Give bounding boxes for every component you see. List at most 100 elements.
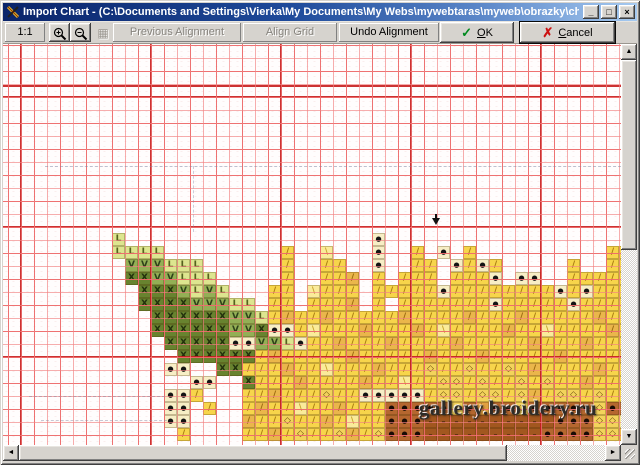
- minimize-button[interactable]: _: [583, 5, 599, 19]
- stitch-cell: L: [112, 233, 125, 246]
- stitch-cell: /: [463, 246, 476, 259]
- zoom-in-icon: [49, 27, 70, 41]
- stitch-cell: ●: [372, 389, 385, 402]
- stitch-cell: ●: [385, 428, 398, 441]
- stitch-cell: /: [255, 428, 268, 441]
- stitch-cell: /: [463, 298, 476, 311]
- stitch-cell: /: [346, 402, 359, 415]
- stitch-cell: X: [177, 324, 190, 337]
- stitch-cell: /: [489, 350, 502, 363]
- stitch-cell: /: [567, 350, 580, 363]
- stitch-cell: /: [593, 311, 606, 324]
- stitch-cell: X: [242, 350, 255, 363]
- stitch-cell: /: [528, 285, 541, 298]
- horizontal-scrollbar[interactable]: ◄ ►: [3, 445, 621, 461]
- stitch-cell: /: [242, 389, 255, 402]
- stitch-cell: /: [424, 324, 437, 337]
- stitch-cell: X: [255, 324, 268, 337]
- vertical-scroll-thumb[interactable]: [621, 60, 637, 250]
- stitch-cell: X: [151, 311, 164, 324]
- zoom-out-button[interactable]: [70, 23, 91, 42]
- stitch-cell: ◇: [463, 363, 476, 376]
- stitch-cell: /: [281, 363, 294, 376]
- stitch-cell: L: [177, 259, 190, 272]
- stitch-cell: /: [450, 350, 463, 363]
- stitch-cell: L: [112, 246, 125, 259]
- stitch-cell: X: [216, 350, 229, 363]
- stitch-cell: /: [463, 285, 476, 298]
- stitch-cell: ●: [177, 389, 190, 402]
- stitch-cell: ●: [398, 428, 411, 441]
- scale-1-1-button[interactable]: 1:1: [5, 23, 45, 42]
- ok-button[interactable]: ✓ OK: [440, 22, 514, 43]
- resize-grip[interactable]: [621, 445, 637, 461]
- maximize-button[interactable]: □: [601, 5, 617, 19]
- stitch-cell: /: [242, 363, 255, 376]
- stitch-cell: /: [320, 376, 333, 389]
- stitch-cell: ◇: [333, 428, 346, 441]
- horizontal-scroll-thumb[interactable]: [19, 445, 507, 461]
- chart-canvas[interactable]: L●LLLL/\●/●///VVVLLL///●//●/●////XXVVLLL…: [3, 44, 621, 445]
- stitch-cell: /: [528, 363, 541, 376]
- stitch-cell: X: [164, 285, 177, 298]
- stitch-cell: /: [593, 350, 606, 363]
- stitch-cell: /: [450, 324, 463, 337]
- stitch-cell: ◇: [606, 428, 619, 441]
- stitch-cell: /: [359, 324, 372, 337]
- stitch-cell: /: [385, 311, 398, 324]
- stitch-cell: ●: [294, 337, 307, 350]
- stitch-cell: /: [372, 324, 385, 337]
- stitch-cell: /: [463, 337, 476, 350]
- stitch-cell: /: [489, 285, 502, 298]
- stitch-cell: L: [242, 298, 255, 311]
- stitch-cell: V: [151, 272, 164, 285]
- cancel-button[interactable]: ✗ Cancel: [520, 22, 615, 43]
- stitch-cell: /: [424, 259, 437, 272]
- stitch-cell: ●: [177, 415, 190, 428]
- stitch-cell: /: [398, 311, 411, 324]
- stitch-cell: X: [229, 350, 242, 363]
- stitch-cell: /: [333, 298, 346, 311]
- titlebar[interactable]: Import Chart - (C:\Documents and Setting…: [3, 3, 637, 21]
- close-button[interactable]: ×: [619, 5, 635, 19]
- stitch-cell: /: [411, 337, 424, 350]
- stitch-cell: ●: [476, 259, 489, 272]
- stitch-cell: /: [541, 285, 554, 298]
- stitch-cell: /: [255, 402, 268, 415]
- stitch-cell: /: [359, 415, 372, 428]
- stitch-cell: X: [151, 298, 164, 311]
- stitch-cell: /: [476, 337, 489, 350]
- stitch-cell: /: [554, 350, 567, 363]
- stitch-cell: /: [385, 376, 398, 389]
- stitch-cell: V: [216, 298, 229, 311]
- stitch-cell: /: [554, 363, 567, 376]
- scroll-left-button[interactable]: ◄: [3, 445, 19, 461]
- stitch-cell: /: [268, 376, 281, 389]
- stitch-cell: /: [593, 285, 606, 298]
- stitch-cell: /: [567, 259, 580, 272]
- window-controls: _ □ ×: [583, 5, 635, 19]
- stitch-cell: X: [242, 376, 255, 389]
- scroll-right-button[interactable]: ►: [605, 445, 621, 461]
- stitch-cell: /: [606, 246, 619, 259]
- stitch-cell: /: [606, 298, 619, 311]
- stitch-cell: ◇: [320, 389, 333, 402]
- stitch-cell: /: [489, 376, 502, 389]
- stitch-cell: /: [463, 324, 476, 337]
- scan-artifact-line: [29, 396, 165, 397]
- scroll-down-button[interactable]: ▼: [621, 429, 637, 445]
- stitch-cell: L: [216, 285, 229, 298]
- stitch-cell: /: [372, 311, 385, 324]
- undo-alignment-button[interactable]: Undo Alignment: [339, 23, 439, 42]
- scroll-up-button[interactable]: ▲: [621, 44, 637, 60]
- stitch-cell: ●: [411, 428, 424, 441]
- stitch-cell: ●: [554, 285, 567, 298]
- stitch-cell: /: [424, 285, 437, 298]
- stitch-cell: /: [333, 402, 346, 415]
- zoom-in-button[interactable]: [49, 23, 70, 42]
- stitch-cell: /: [346, 324, 359, 337]
- stitch-cell: /: [359, 337, 372, 350]
- vertical-scrollbar[interactable]: ▲ ▼: [621, 44, 637, 445]
- stitch-cell: /: [606, 259, 619, 272]
- stitch-cell: /: [502, 285, 515, 298]
